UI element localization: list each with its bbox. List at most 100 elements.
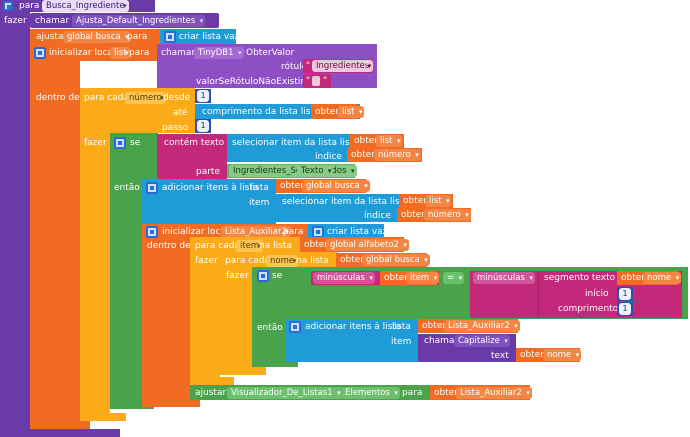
quote-left: " — [306, 61, 311, 71]
get-keyword: obter — [384, 273, 408, 283]
component-dropdown[interactable]: Ingredientes_Selecionados — [229, 165, 357, 177]
quote-right: " — [323, 76, 328, 86]
for-nome-var-field[interactable]: nome — [266, 255, 299, 267]
component-dropdown[interactable]: Visualizador_De_Listas1 — [227, 387, 343, 399]
length-of-list-label: comprimento da lista lista — [202, 107, 320, 117]
tinydb-rotulo-label: rótulo — [281, 62, 308, 72]
compare-operator-dropdown[interactable]: = — [443, 272, 465, 284]
set-var-dropdown[interactable]: global busca — [63, 31, 131, 43]
item-label: item — [249, 198, 270, 208]
quote-right: " — [365, 61, 370, 71]
capitalize-dropdown[interactable]: Capitalize — [454, 335, 510, 347]
mutator-icon[interactable] — [34, 47, 46, 59]
passo-label: passo — [162, 123, 189, 133]
rotulo-string-field[interactable]: Ingredientes — [312, 60, 374, 72]
fazer-label: fazer — [84, 138, 107, 148]
get-aux-dropdown[interactable]: Lista_Auxiliar2 — [444, 320, 520, 332]
get-nome-dropdown[interactable]: nome — [643, 272, 682, 284]
local-keyword: inicializar local — [162, 227, 229, 237]
create-empty-list-block[interactable] — [160, 29, 236, 45]
mutator-icon[interactable] — [114, 137, 126, 149]
local-keyword: inicializar local — [49, 48, 116, 58]
get-item-dropdown[interactable]: item — [406, 272, 440, 284]
ate-label: até — [173, 108, 188, 118]
get-busca-dropdown[interactable]: global busca — [302, 180, 370, 192]
get-keyword: obter — [520, 350, 544, 360]
contains-text-block[interactable] — [157, 134, 227, 179]
mutator-icon[interactable] — [146, 182, 158, 194]
proc-name-field[interactable]: Busca_Ingrediente — [42, 0, 129, 12]
segment-text-label: segmento texto — [544, 273, 616, 283]
na-lista-label: na lista — [296, 256, 329, 266]
set-keyword: ajustar — [36, 32, 68, 42]
local-aux-body — [142, 239, 190, 407]
mutator-icon[interactable] — [289, 321, 301, 333]
add-items-block[interactable] — [285, 319, 418, 362]
mutator-icon[interactable] — [164, 31, 176, 43]
length-number-field[interactable]: 1 — [619, 303, 631, 315]
set-para: para — [402, 388, 423, 398]
lowercase-dropdown[interactable]: minúsculas — [313, 272, 375, 284]
property-dropdown[interactable]: Elementos — [341, 387, 400, 399]
get-busca-dropdown[interactable]: global busca — [362, 254, 430, 266]
add-items-label: adicionar itens à lista — [305, 322, 402, 332]
get-keyword: obter — [351, 150, 375, 160]
select-item-block[interactable] — [227, 134, 350, 162]
gear-icon[interactable] — [3, 1, 13, 11]
property-dropdown[interactable]: Texto — [297, 165, 334, 177]
local-var-field[interactable]: list — [110, 47, 131, 59]
get-list-dropdown[interactable]: list — [376, 135, 403, 147]
add-items-block[interactable] — [142, 179, 276, 224]
contains-text-label: contém texto — [164, 138, 225, 148]
if-se-label: se — [130, 138, 141, 148]
get-numero-dropdown[interactable]: número — [424, 209, 471, 221]
for-item-var-field[interactable]: item — [236, 240, 264, 252]
create-empty-list-block[interactable] — [308, 224, 384, 239]
for-range-body — [80, 133, 110, 421]
local-list-body — [30, 61, 80, 429]
for-range-keyword: para cada — [84, 93, 129, 103]
local-var-field[interactable]: Lista_Auxiliar2 — [221, 226, 291, 238]
call-keyword: chamar — [424, 336, 459, 346]
parte-label: parte — [196, 167, 220, 177]
get-keyword: obter — [434, 388, 458, 398]
desde-label: desde — [163, 93, 191, 103]
for-range-var-field[interactable]: número — [125, 92, 166, 104]
passo-number-field[interactable]: 1 — [197, 120, 209, 132]
mutator-icon[interactable] — [257, 270, 269, 282]
create-list-label: criar lista vazia — [327, 227, 396, 237]
tinydb-component-dropdown[interactable]: TinyDB1 — [194, 47, 244, 59]
select-item-label: selecionar item da lista lista — [232, 138, 359, 148]
na-lista-label: na lista — [259, 241, 292, 251]
quote-left: " — [306, 76, 311, 86]
empty-string-field[interactable] — [312, 76, 320, 86]
get-keyword: obter — [354, 136, 378, 146]
get-list-dropdown[interactable]: list — [425, 195, 452, 207]
index-label: índice — [315, 152, 342, 162]
for-range-footer — [80, 413, 126, 421]
procedure-body-left — [0, 12, 30, 437]
get-alfabeto-dropdown[interactable]: global alfabeto2 — [326, 239, 409, 251]
mutator-icon[interactable] — [146, 226, 158, 238]
get-nome-dropdown[interactable]: nome — [543, 349, 582, 361]
get-list-dropdown[interactable]: list — [338, 106, 365, 118]
entao-label: então — [257, 323, 283, 333]
for-item-footer — [190, 377, 234, 385]
get-keyword: obter — [340, 255, 364, 265]
tinydb-chamar: chamar — [161, 48, 196, 58]
fazer-label: fazer — [195, 256, 218, 266]
get-aux-dropdown[interactable]: Lista_Auxiliar2 — [456, 387, 532, 399]
select-item-block[interactable] — [276, 194, 399, 222]
get-keyword: obter — [401, 210, 425, 220]
if-then-row — [110, 179, 142, 407]
for-nome-footer — [220, 367, 266, 375]
dentro-de-label: dentro de — [36, 93, 80, 103]
call-keyword: chamar — [35, 16, 70, 26]
for-nome-body — [220, 267, 252, 375]
call-proc-dropdown[interactable]: Ajusta_Default_Ingredientes — [72, 15, 206, 27]
lowercase-dropdown[interactable]: minúsculas — [473, 272, 535, 284]
get-numero-dropdown[interactable]: número — [374, 149, 421, 161]
desde-number-field[interactable]: 1 — [197, 90, 209, 102]
start-number-field[interactable]: 1 — [619, 288, 631, 300]
fazer-label: fazer — [4, 16, 27, 26]
